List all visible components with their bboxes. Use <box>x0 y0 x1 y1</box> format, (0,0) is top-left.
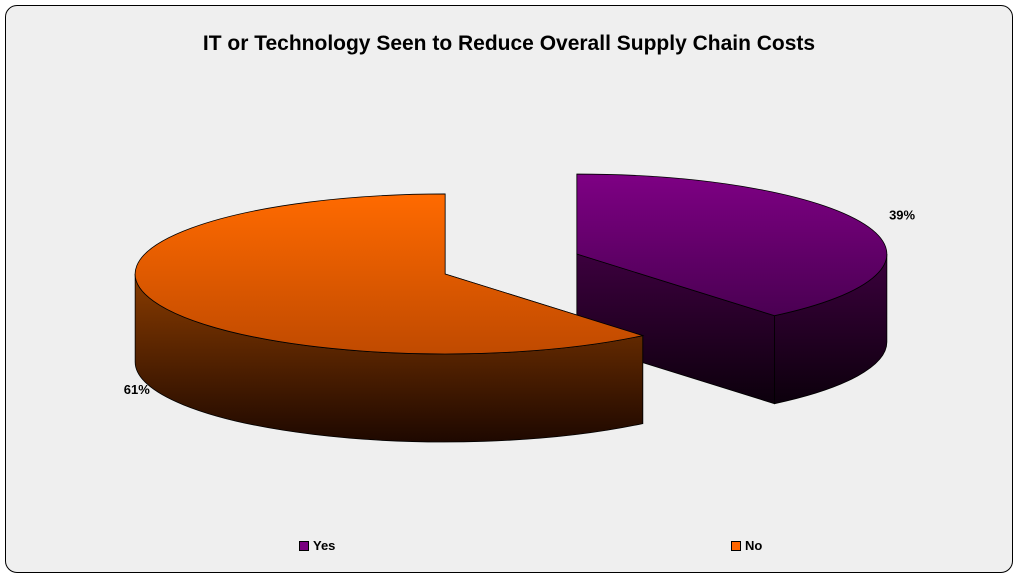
chart-title: IT or Technology Seen to Reduce Overall … <box>202 32 816 55</box>
legend-swatch-no <box>731 540 741 551</box>
legend-item-no: No <box>731 538 762 553</box>
chart-area: IT or Technology Seen to Reduce Overall … <box>5 5 1013 573</box>
legend-swatch-yes <box>299 540 309 551</box>
pie-slice-no <box>134 193 645 443</box>
data-label-yes: 39% <box>889 207 915 222</box>
pie-slice-no-top <box>134 193 645 355</box>
chart-legend: Yes No <box>6 538 1012 558</box>
pie-slice-yes <box>576 173 888 405</box>
pie-slice-yes-top <box>576 173 888 317</box>
legend-label-yes: Yes <box>313 538 336 553</box>
legend-label-no: No <box>745 538 763 553</box>
data-label-no: 61% <box>124 382 150 397</box>
legend-item-yes: Yes <box>299 538 335 553</box>
pie-chart: 39% 61% <box>124 173 916 443</box>
